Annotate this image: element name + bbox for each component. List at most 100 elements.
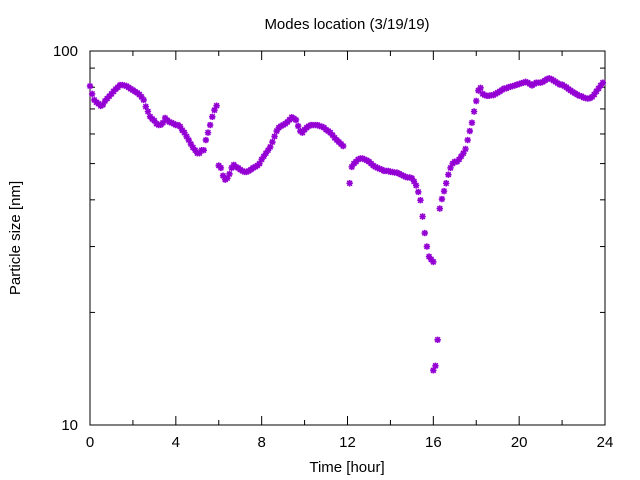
data-point	[436, 205, 443, 212]
data-point	[264, 146, 272, 154]
data-point	[419, 213, 426, 220]
data-point	[200, 146, 207, 154]
data-point	[410, 178, 418, 185]
data-point	[260, 153, 268, 160]
data-point	[412, 182, 420, 189]
data-point	[425, 253, 433, 260]
data-point	[445, 171, 452, 178]
data-point	[294, 122, 302, 130]
y-axis-label: Particle size [nm]	[7, 181, 24, 295]
data-point	[359, 155, 366, 162]
data-point	[511, 82, 519, 89]
data-point	[595, 85, 602, 92]
axis-ticks	[89, 50, 606, 426]
data-point	[209, 113, 216, 120]
data-point	[228, 164, 235, 172]
data-point	[473, 97, 480, 105]
data-point	[271, 133, 278, 140]
y-tick-label: 10	[61, 417, 78, 434]
data-point	[408, 174, 416, 182]
data-point	[438, 195, 446, 203]
data-point	[597, 82, 604, 89]
data-point	[423, 243, 431, 250]
data-point	[232, 163, 240, 171]
x-tick-label: 4	[172, 434, 180, 451]
data-point	[447, 164, 454, 172]
data-point	[421, 229, 428, 237]
data-point	[249, 164, 257, 172]
data-point	[202, 136, 210, 144]
data-point	[204, 129, 212, 136]
data-point	[219, 172, 227, 179]
data-point	[346, 180, 353, 187]
data-point	[99, 101, 107, 109]
data-point	[464, 136, 471, 144]
data-point	[88, 90, 96, 98]
data-point	[477, 84, 484, 92]
data-point	[466, 127, 474, 135]
data-point	[292, 116, 300, 124]
data-points	[86, 75, 607, 374]
x-tick-label: 16	[425, 434, 442, 451]
data-point	[458, 153, 465, 160]
data-point	[181, 129, 188, 136]
x-tick-label: 24	[597, 434, 614, 451]
x-tick-label: 20	[511, 434, 528, 451]
data-point	[176, 123, 184, 130]
data-point	[329, 131, 336, 139]
data-point	[432, 362, 439, 369]
data-point	[267, 143, 274, 151]
data-point	[159, 119, 167, 126]
data-point	[299, 129, 306, 136]
data-point	[187, 140, 195, 148]
data-point	[168, 119, 175, 126]
x-tick-label: 12	[339, 434, 356, 451]
data-point	[217, 164, 225, 172]
data-point	[455, 156, 463, 163]
data-point	[191, 146, 199, 154]
data-point	[470, 108, 478, 115]
data-point	[206, 121, 214, 129]
data-point	[599, 79, 607, 86]
data-point	[211, 106, 218, 114]
data-point	[258, 156, 265, 163]
data-point	[256, 160, 263, 167]
data-point	[462, 145, 469, 153]
data-point	[475, 87, 482, 94]
data-point	[151, 117, 158, 124]
data-point	[430, 367, 437, 374]
data-point	[262, 150, 270, 157]
data-point	[430, 258, 437, 266]
x-tick-label: 0	[86, 434, 94, 451]
data-point	[226, 170, 233, 178]
data-point	[224, 174, 231, 182]
data-point	[443, 180, 450, 187]
data-point	[468, 119, 476, 126]
data-point	[372, 163, 379, 171]
data-point	[86, 82, 94, 90]
data-point	[434, 336, 441, 343]
data-point	[374, 164, 381, 172]
data-point	[189, 144, 197, 151]
data-point	[138, 93, 145, 101]
data-point	[440, 187, 448, 195]
data-point	[185, 136, 192, 144]
data-point	[140, 96, 147, 104]
data-point	[361, 156, 368, 163]
x-tick-label: 8	[257, 434, 265, 451]
plot-frame	[89, 50, 606, 426]
data-point	[415, 188, 422, 196]
data-point	[348, 163, 355, 171]
data-point	[213, 102, 220, 109]
data-point	[144, 108, 152, 115]
data-point	[269, 138, 276, 146]
data-point	[355, 156, 362, 163]
data-point	[196, 150, 203, 157]
data-point	[183, 133, 190, 140]
data-point	[142, 103, 149, 110]
tick-labels: 0 4 8 12 16 20 24 10 100	[53, 43, 613, 451]
data-point	[273, 127, 280, 135]
data-point	[591, 91, 598, 98]
x-axis-label: Time [hour]	[309, 459, 384, 476]
